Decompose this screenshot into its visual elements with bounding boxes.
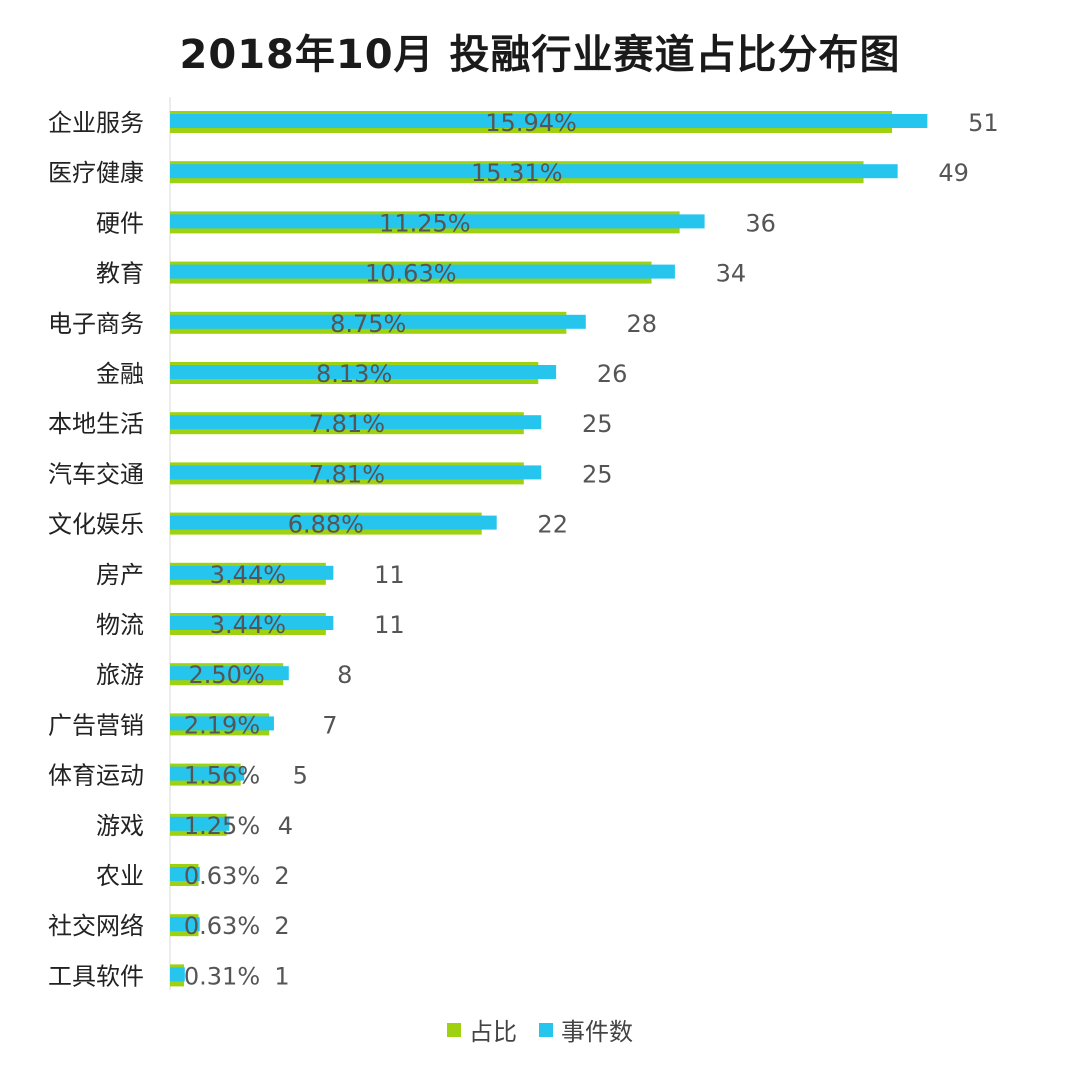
category-label: 农业 [96, 862, 144, 890]
count-data-label: 7 [322, 711, 337, 739]
share-data-label: 8.75% [330, 310, 406, 338]
count-data-label: 22 [537, 511, 568, 539]
count-data-label: 36 [745, 209, 776, 237]
count-data-label: 51 [968, 109, 999, 137]
count-data-label: 2 [274, 912, 289, 940]
count-data-label: 8 [337, 661, 352, 689]
bar-count-2 [170, 214, 705, 229]
category-label: 金融 [96, 360, 144, 388]
bar-count-1 [170, 164, 898, 179]
category-label: 体育运动 [48, 762, 144, 790]
share-data-label: 1.25% [184, 812, 260, 840]
category-label: 教育 [96, 260, 144, 288]
category-label: 汽车交通 [48, 460, 144, 488]
share-data-label: 1.56% [184, 762, 260, 790]
category-label: 工具软件 [48, 962, 144, 990]
category-label: 房产 [96, 561, 144, 589]
bar-count-6 [170, 415, 542, 430]
category-label: 本地生活 [48, 410, 144, 438]
count-data-label: 25 [582, 460, 613, 488]
count-data-label: 5 [293, 762, 308, 790]
count-data-label: 2 [274, 862, 289, 890]
count-data-label: 34 [716, 260, 747, 288]
legend-swatch-share [447, 1022, 461, 1037]
share-data-label: 8.13% [316, 360, 392, 388]
bar-count-4 [170, 314, 586, 329]
bar-count-14 [170, 816, 230, 831]
share-data-label: 10.63% [365, 260, 457, 288]
share-data-label: 11.25% [379, 209, 471, 237]
bar-count-0 [170, 114, 928, 128]
bar-count-7 [170, 465, 542, 480]
category-label: 游戏 [96, 812, 144, 840]
share-data-label: 0.63% [184, 862, 260, 890]
category-label: 电子商务 [48, 310, 144, 338]
legend-item-count: 事件数 [539, 1012, 633, 1047]
count-data-label: 28 [627, 310, 658, 338]
count-data-label: 4 [278, 812, 293, 840]
category-label: 社交网络 [48, 912, 144, 940]
share-data-label: 15.94% [485, 109, 577, 137]
share-data-label: 3.44% [210, 611, 286, 639]
category-label: 物流 [96, 611, 144, 639]
bar-count-9 [170, 565, 334, 580]
legend-label-share: 占比 [469, 1018, 517, 1046]
category-label: 医疗健康 [48, 159, 144, 187]
bar-count-12 [170, 716, 274, 731]
count-data-label: 11 [374, 561, 405, 589]
legend-label-count: 事件数 [561, 1018, 633, 1046]
category-label: 硬件 [96, 209, 144, 237]
legend-item-share: 占比 [447, 1012, 517, 1047]
bar-count-3 [170, 264, 675, 279]
share-data-label: 3.44% [210, 561, 286, 589]
bar-count-8 [170, 515, 497, 530]
share-data-label: 15.31% [471, 159, 563, 187]
legend: 占比 事件数 [0, 1012, 1080, 1047]
bar-count-13 [170, 766, 245, 781]
share-data-label: 0.31% [184, 962, 260, 990]
count-data-label: 49 [938, 159, 969, 187]
share-data-label: 0.63% [184, 912, 260, 940]
legend-swatch-count [539, 1022, 553, 1037]
share-data-label: 2.50% [189, 661, 265, 689]
share-data-label: 7.81% [309, 410, 385, 438]
chart-title: 2018年10月 投融行业赛道占比分布图 [179, 32, 901, 78]
count-data-label: 1 [274, 962, 289, 990]
category-label: 企业服务 [48, 109, 144, 137]
count-data-label: 11 [374, 611, 405, 639]
share-data-label: 6.88% [288, 511, 364, 539]
share-data-label: 7.81% [309, 460, 385, 488]
share-data-label: 2.19% [184, 711, 260, 739]
bar-count-15 [170, 867, 200, 881]
category-label: 文化娱乐 [48, 511, 144, 539]
bar-count-11 [170, 666, 289, 681]
bar-count-17 [170, 967, 185, 982]
count-data-label: 25 [582, 410, 613, 438]
bar-count-5 [170, 365, 557, 379]
bar-count-10 [170, 616, 334, 630]
bars-group [170, 111, 928, 987]
count-data-label: 26 [597, 360, 628, 388]
category-label: 广告营销 [48, 711, 144, 739]
bar-count-16 [170, 917, 200, 932]
category-label: 旅游 [96, 661, 144, 689]
